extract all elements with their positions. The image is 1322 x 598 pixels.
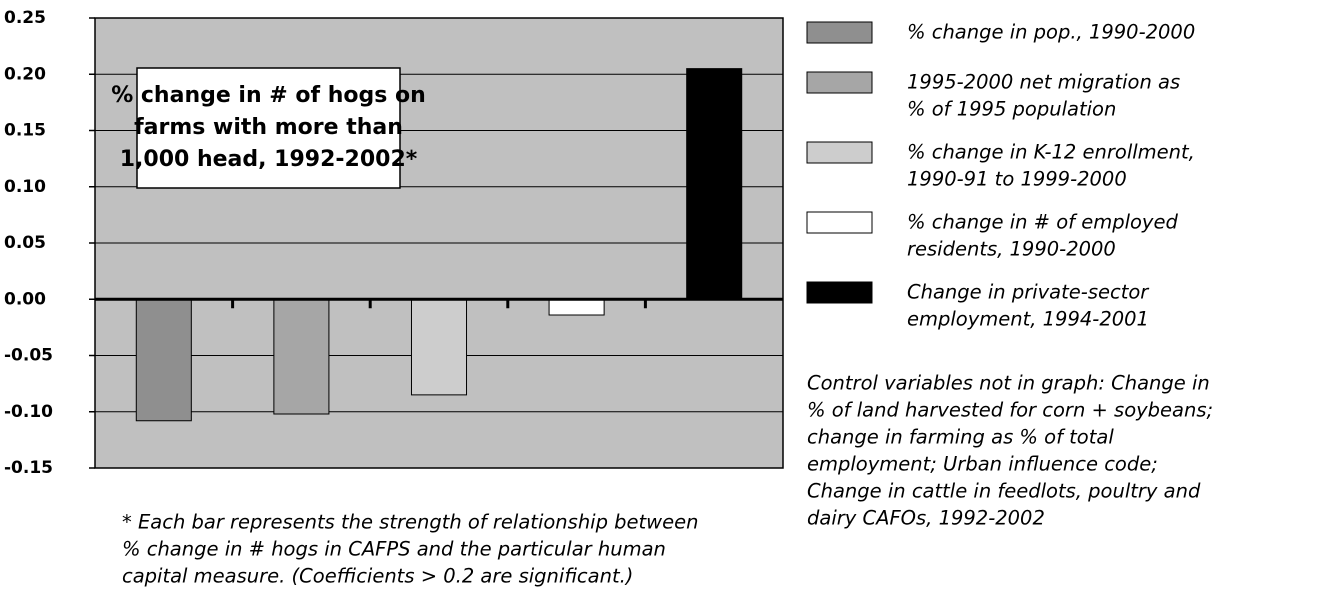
y-tick-label: 0.15 <box>4 121 46 141</box>
footnote-line: % change in # hogs in CAFPS and the part… <box>122 538 666 561</box>
y-tick-label: 0.00 <box>4 289 46 309</box>
bar <box>410 298 468 396</box>
legend-label: employment, 1994-2001 <box>907 308 1149 331</box>
y-tick-label: -0.15 <box>4 458 53 478</box>
legend-swatch <box>806 281 873 304</box>
y-tick-label: 0.20 <box>4 64 46 84</box>
bar <box>273 298 330 415</box>
legend-label: % of 1995 population <box>907 98 1116 121</box>
note-line: % of land harvested for corn + soybeans; <box>807 399 1213 422</box>
legend-label: % change in pop., 1990-2000 <box>907 21 1195 44</box>
footnote-line: * Each bar represents the strength of re… <box>122 511 699 534</box>
legend-label: Change in private-sector <box>907 281 1150 304</box>
legend-swatch <box>806 211 873 234</box>
y-tick-label: 0.10 <box>4 177 46 197</box>
annotation-line: 1,000 head, 1992-2002* <box>120 147 418 172</box>
legend-label: 1995-2000 net migration as <box>907 71 1180 94</box>
note-line: employment; Urban influence code; <box>807 453 1158 476</box>
bar <box>548 298 605 316</box>
annotation-line: farms with more than <box>134 115 403 140</box>
note-line: dairy CAFOs, 1992-2002 <box>807 507 1045 530</box>
annotation-line: % change in # of hogs on <box>111 83 426 108</box>
bar <box>686 68 743 300</box>
annotation-box <box>136 67 401 189</box>
legend-swatch <box>806 141 873 164</box>
bar <box>135 298 192 422</box>
y-tick-label: -0.05 <box>4 346 53 366</box>
legend-label: residents, 1990-2000 <box>907 238 1116 261</box>
legend-label: % change in K-12 enrollment, <box>907 141 1195 164</box>
plot-border <box>94 17 784 469</box>
y-tick-label: 0.05 <box>4 233 46 253</box>
legend-swatch <box>806 71 873 94</box>
legend-swatch <box>806 21 873 44</box>
y-tick-label: -0.10 <box>4 402 53 422</box>
legend-label: % change in # of employed <box>907 211 1178 234</box>
note-line: Change in cattle in feedlots, poultry an… <box>807 480 1201 503</box>
note-line: change in farming as % of total <box>807 426 1114 449</box>
legend-label: 1990-91 to 1999-2000 <box>907 168 1127 191</box>
footnote-line: capital measure. (Coefficients > 0.2 are… <box>122 565 633 588</box>
note-line: Control variables not in graph: Change i… <box>807 372 1210 395</box>
y-tick-label: 0.25 <box>4 8 46 28</box>
